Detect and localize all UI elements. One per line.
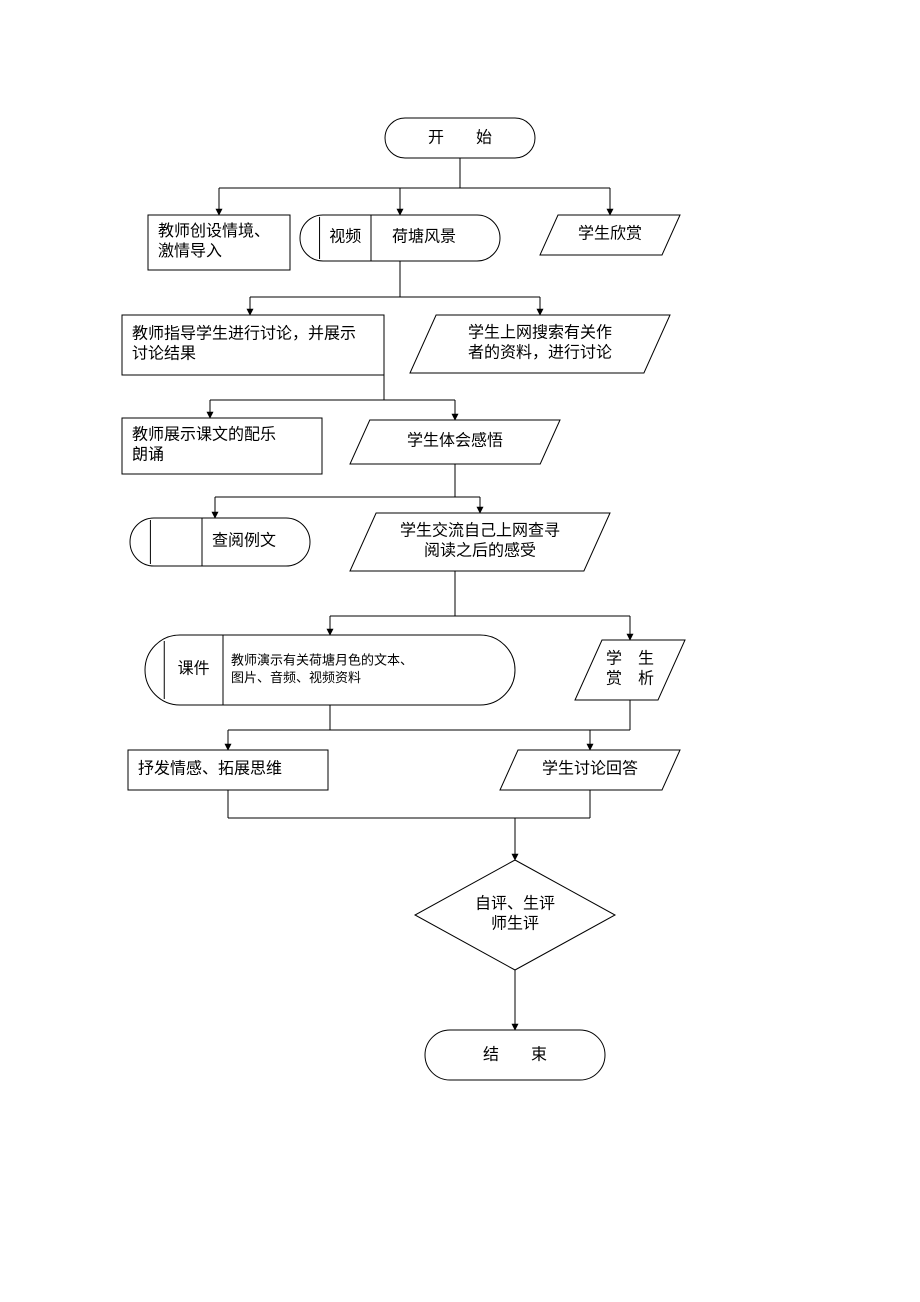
svg-text:赏 析: 赏 析	[606, 670, 654, 688]
svg-text:荷塘风景: 荷塘风景	[392, 228, 456, 246]
svg-text:讨论结果: 讨论结果	[132, 344, 196, 362]
svg-text:开 始: 开 始	[428, 129, 492, 147]
svg-text:师生评: 师生评	[491, 915, 539, 933]
svg-text:学 生: 学 生	[606, 650, 654, 668]
svg-text:结 束: 结 束	[483, 1046, 547, 1064]
svg-text:学生交流自己上网查寻: 学生交流自己上网查寻	[400, 522, 560, 540]
svg-text:课件: 课件	[178, 660, 210, 678]
svg-text:教师创设情境、: 教师创设情境、	[158, 221, 270, 240]
svg-text:查阅例文: 查阅例文	[212, 532, 276, 550]
svg-text:朗诵: 朗诵	[132, 445, 164, 463]
svg-text:学生体会感悟: 学生体会感悟	[407, 432, 503, 450]
svg-text:学生欣赏: 学生欣赏	[578, 225, 642, 243]
svg-text:视频: 视频	[329, 228, 361, 246]
svg-text:教师指导学生进行讨论，并展示: 教师指导学生进行讨论，并展示	[132, 324, 356, 342]
svg-text:图片、音频、视频资料: 图片、音频、视频资料	[231, 670, 361, 685]
svg-text:教师演示有关荷塘月色的文本、: 教师演示有关荷塘月色的文本、	[231, 653, 413, 668]
svg-text:学生讨论回答: 学生讨论回答	[542, 760, 638, 778]
svg-text:自评、生评: 自评、生评	[475, 895, 555, 913]
svg-text:者的资料，进行讨论: 者的资料，进行讨论	[468, 344, 612, 362]
svg-text:学生上网搜索有关作: 学生上网搜索有关作	[468, 324, 612, 342]
svg-text:阅读之后的感受: 阅读之后的感受	[424, 542, 536, 560]
svg-text:抒发情感、拓展思维: 抒发情感、拓展思维	[138, 760, 282, 778]
flowchart-svg: 开 始教师创设情境、激情导入 视频 荷塘风景 学生欣赏教师指导学生进行讨论，并展示讨论…	[0, 0, 920, 1302]
svg-text:教师展示课文的配乐: 教师展示课文的配乐	[132, 425, 276, 443]
svg-text:激情导入: 激情导入	[158, 242, 222, 260]
